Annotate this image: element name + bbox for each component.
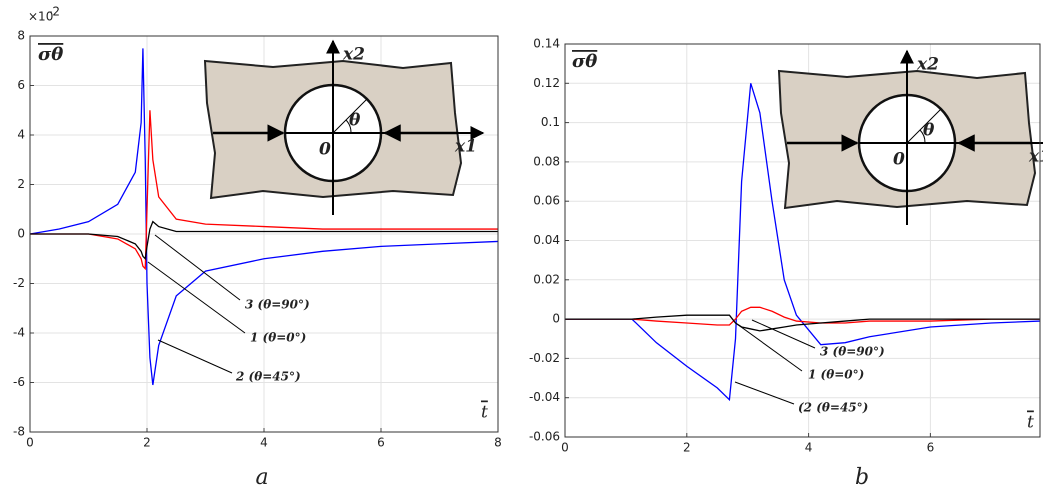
inset-label: x1 xyxy=(1028,147,1043,167)
data-line xyxy=(29,48,499,386)
panel-label: a xyxy=(255,465,268,486)
y-tick-label: 4 xyxy=(17,128,25,142)
y-tick-label: -0.02 xyxy=(529,351,560,365)
inset-label: θ xyxy=(349,111,361,131)
data-line xyxy=(565,306,1040,326)
x-tick-label: 0 xyxy=(26,436,34,450)
x-tick-label: 0 xyxy=(561,441,569,455)
annotation: 2 (θ=45°) xyxy=(235,370,301,384)
inset-diagram: x2 x1 0θ xyxy=(203,39,485,215)
y-tick-label: -6 xyxy=(13,375,25,389)
x-tick-label: 6 xyxy=(377,436,385,450)
annotation-leader xyxy=(157,339,233,374)
annotation-leader xyxy=(751,319,816,349)
data-line xyxy=(565,83,1041,402)
y-tick-label: 0.12 xyxy=(533,76,560,90)
inset-label: 0 xyxy=(893,150,905,170)
y-tick-label: 0.14 xyxy=(533,37,560,51)
y-tick-label: 0.1 xyxy=(541,115,560,129)
inset-angle xyxy=(919,129,926,144)
y-tick-label: -0.06 xyxy=(529,430,560,444)
y-tick-label: 0.08 xyxy=(533,154,560,168)
inset-label: x2 xyxy=(916,55,939,75)
y-tick-label: 0.04 xyxy=(533,233,560,247)
data-line xyxy=(565,314,1040,332)
data-line xyxy=(30,220,498,261)
y-tick-label: -4 xyxy=(13,326,25,340)
y-tick-label: 0.06 xyxy=(533,194,560,208)
annotation-leader xyxy=(734,381,795,405)
x-axis-label: t xyxy=(481,403,488,423)
axes-frame xyxy=(564,43,1041,438)
annotation-leader xyxy=(154,234,241,301)
y-tick-label: 0 xyxy=(17,227,25,241)
y-axis-label: σθ xyxy=(38,44,63,65)
inset-radius xyxy=(332,98,368,134)
y-tick-label: 6 xyxy=(17,78,25,92)
annotation: 1 (θ=0°) xyxy=(808,368,864,382)
data-line xyxy=(30,110,498,271)
y-tick-label: -8 xyxy=(13,425,25,439)
panel-label: b xyxy=(855,465,869,486)
x-tick-label: 2 xyxy=(143,436,151,450)
annotation: 3 (θ=90°) xyxy=(245,298,310,312)
axis-multiplier: ×10 xyxy=(28,10,53,24)
x-tick-label: 4 xyxy=(260,436,268,450)
y-tick-label: 2 xyxy=(17,177,25,191)
y-tick-label: 0.02 xyxy=(533,272,560,286)
y-tick-label: -0.04 xyxy=(529,390,560,404)
x-tick-label: 8 xyxy=(494,436,502,450)
x-tick-label: 6 xyxy=(927,441,935,455)
x-tick-label: 2 xyxy=(683,441,691,455)
inset-label: x1 xyxy=(454,137,477,157)
annotation-leader xyxy=(147,261,246,334)
x-tick-label: 4 xyxy=(805,441,813,455)
inset-diagram: x2 x1 0θ xyxy=(777,49,1043,225)
inset-radius xyxy=(906,108,942,144)
axis-multiplier-exponent: -2 xyxy=(48,5,60,19)
annotation: 3 (θ=90°) xyxy=(820,345,885,359)
annotation: (2 (θ=45°) xyxy=(798,401,868,415)
inset-angle xyxy=(345,119,352,134)
inset-label: x2 xyxy=(342,45,365,65)
axes-frame xyxy=(29,35,499,433)
inset-label: θ xyxy=(923,121,935,141)
x-axis-label: t xyxy=(1027,413,1034,433)
y-tick-label: 8 xyxy=(17,29,25,43)
y-tick-label: -2 xyxy=(13,276,25,290)
y-axis-label: σθ xyxy=(572,51,597,72)
annotation-leader xyxy=(736,323,803,372)
inset-label: 0 xyxy=(319,140,331,160)
annotation: 1 (θ=0°) xyxy=(250,331,306,345)
y-tick-label: 0 xyxy=(552,312,560,326)
